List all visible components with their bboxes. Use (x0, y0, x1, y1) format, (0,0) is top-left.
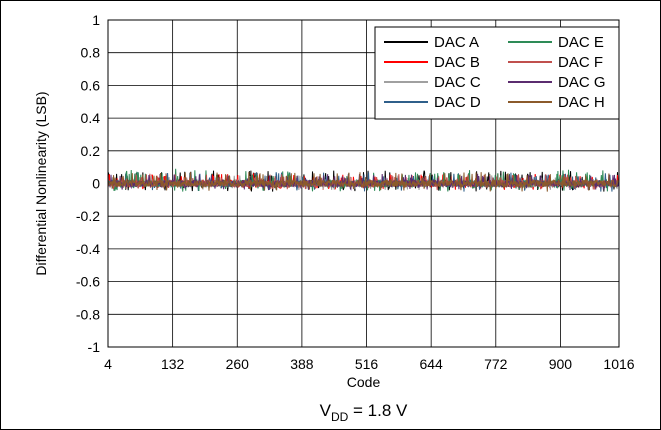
y-tick-label: 0 (92, 176, 100, 192)
y-axis-ticks: 1 0.8 0.6 0.4 0.2 0 -0.2 -0.4 -0.6 -0.8 -1 (76, 12, 100, 355)
y-tick-label: 0.4 (81, 110, 101, 126)
x-tick-label: 132 (161, 356, 185, 372)
y-tick-label: -0.2 (76, 208, 100, 224)
y-tick-label: 0.2 (81, 143, 101, 159)
supply-voltage-caption: VDD = 1.8 V (320, 401, 408, 424)
legend-label: DAC H (558, 94, 605, 111)
series-line (107, 173, 620, 191)
x-tick-label: 900 (549, 356, 573, 372)
x-tick-label: 772 (484, 356, 508, 372)
y-tick-label: -0.4 (76, 241, 100, 257)
x-tick-label: 260 (226, 356, 250, 372)
x-tick-label: 1016 (603, 356, 634, 372)
y-tick-label: 0.8 (81, 45, 101, 61)
x-axis-ticks: 4 132 260 388 516 644 772 900 1016 (104, 356, 635, 372)
legend-label: DAC B (434, 54, 480, 71)
x-tick-label: 4 (104, 356, 112, 372)
x-tick-label: 516 (355, 356, 379, 372)
caption-main: V (320, 401, 332, 420)
plot-area (107, 19, 620, 348)
legend-label: DAC A (434, 34, 479, 51)
y-tick-label: -0.6 (76, 274, 100, 290)
y-axis-title: Differential Nonlinearity (LSB) (33, 91, 49, 275)
legend-label: DAC F (558, 54, 603, 71)
legend-label: DAC G (558, 74, 606, 91)
y-tick-label: 1 (92, 12, 100, 28)
legend-label: DAC C (434, 74, 481, 91)
y-tick-label: -0.8 (76, 306, 100, 322)
x-tick-label: 388 (290, 356, 314, 372)
legend: DAC A DAC B DAC C DAC D DAC E DAC F DAC G DAC H (374, 26, 620, 120)
legend-label: DAC D (434, 94, 481, 111)
caption-rest: = 1.8 V (348, 401, 408, 420)
series-lines (107, 168, 620, 192)
y-tick-label: -1 (88, 339, 101, 355)
x-tick-label: 644 (419, 356, 443, 372)
caption-subscript: DD (331, 410, 349, 424)
series-line (107, 172, 620, 192)
y-tick-label: 0.6 (81, 77, 101, 93)
legend-label: DAC E (558, 34, 604, 51)
x-axis-title: Code (347, 374, 381, 390)
